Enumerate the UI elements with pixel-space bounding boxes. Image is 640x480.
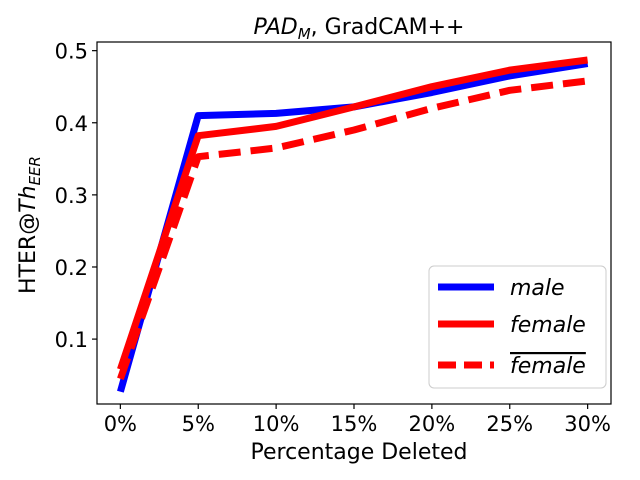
y-axis-label-italic: Th [16, 185, 41, 212]
y-tick-label: 0.5 [55, 40, 88, 64]
x-tick-label: 25% [486, 412, 533, 436]
x-tick-label: 5% [182, 412, 215, 436]
chart-title-italic: PAD [254, 15, 298, 40]
chart-title: PADM, GradCAM++ [254, 15, 465, 43]
chart-title-subscript: M [298, 25, 311, 43]
x-tick-label: 10% [253, 412, 300, 436]
y-tick-label: 0.2 [55, 256, 88, 280]
x-tick-label: 15% [331, 412, 378, 436]
x-ticks: 0% 5% 10% 15% 20% 25% 30% [104, 404, 611, 436]
legend: male female female [428, 265, 607, 389]
legend-label-female-overline: female [510, 354, 586, 379]
y-tick-label: 0.4 [55, 112, 88, 136]
legend-label-female: female [510, 313, 586, 338]
y-axis-label-main: HTER@ [16, 213, 41, 294]
x-tick-label: 20% [409, 412, 456, 436]
legend-label-male: male [510, 276, 565, 301]
y-ticks: 0.1 0.2 0.3 0.4 0.5 [55, 40, 97, 352]
series-line-female [117, 56, 589, 371]
y-tick-label: 0.1 [55, 328, 88, 352]
x-axis-label: Percentage Deleted [250, 440, 467, 465]
y-axis-label: HTER@ThEER [16, 156, 44, 294]
series-lines [117, 56, 589, 393]
y-axis-label-subscript: EER [26, 156, 44, 185]
x-tick-label: 30% [564, 412, 611, 436]
series-line-female-overline [117, 77, 589, 380]
plot-frame [96, 41, 612, 405]
x-tick-label: 0% [104, 412, 137, 436]
legend-box [428, 265, 607, 389]
chart-title-rest: , GradCAM++ [311, 15, 465, 40]
y-tick-label: 0.3 [55, 184, 88, 208]
